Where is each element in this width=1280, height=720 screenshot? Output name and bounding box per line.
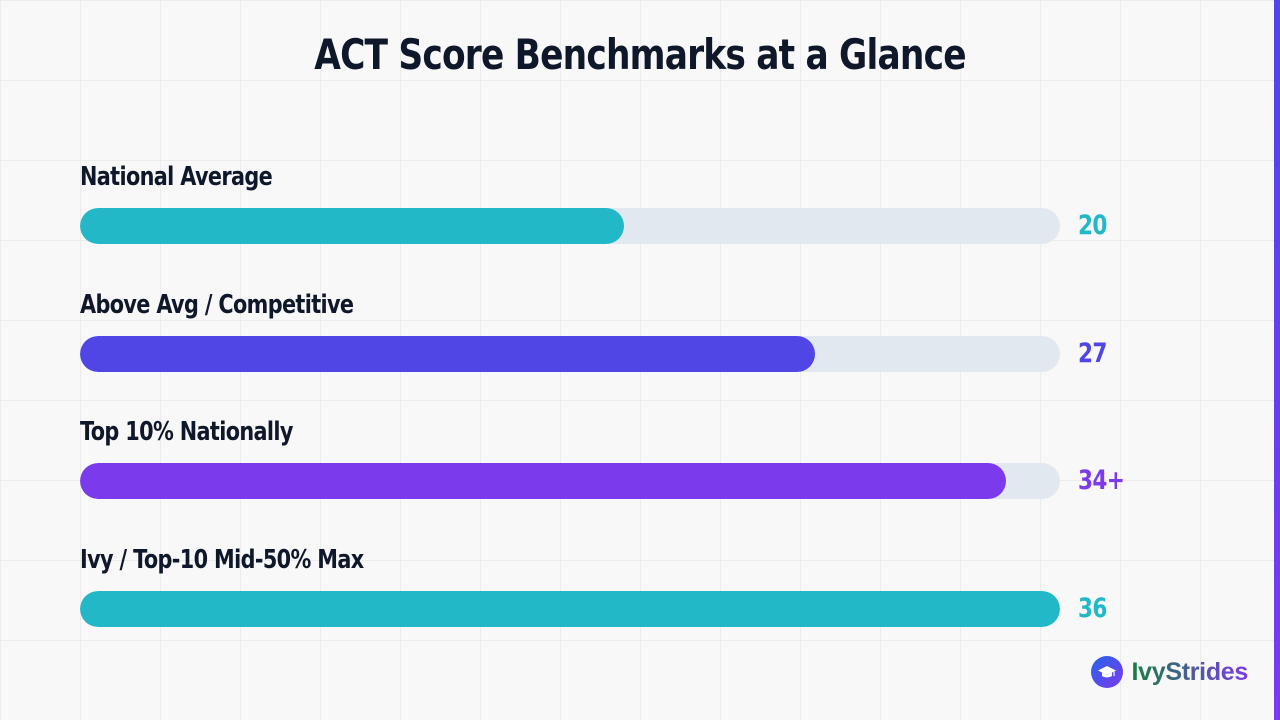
bar-row: National Average 20: [80, 162, 1180, 272]
bar-value-label: 36: [1078, 592, 1107, 624]
bar-row: Above Avg / Competitive 27: [80, 290, 1180, 400]
bar-row: Ivy / Top-10 Mid-50% Max 36: [80, 545, 1180, 655]
bar-value-label: 27: [1078, 337, 1107, 369]
bar-row: Top 10% Nationally 34+: [80, 417, 1180, 527]
bar: [80, 463, 1006, 499]
bar-value-label: 20: [1078, 210, 1107, 241]
bar: [80, 208, 625, 244]
chart-title: ACT Score Benchmarks at a Glance: [314, 30, 966, 79]
bar-track: [80, 208, 1060, 244]
bar-label: Top 10% Nationally: [80, 417, 293, 447]
bar: [80, 590, 1060, 627]
bar-track: [80, 335, 1060, 372]
bar-track: [80, 463, 1060, 499]
accent-strip: [1274, 0, 1280, 720]
bar: [80, 335, 815, 372]
bar-value-label: 34+: [1078, 465, 1125, 496]
bar-label: Ivy / Top-10 Mid-50% Max: [80, 544, 364, 575]
brand: IvyStrides: [1091, 656, 1248, 688]
bar-track: [80, 590, 1060, 627]
brand-name: IvyStrides: [1131, 657, 1248, 686]
bar-label: Above Avg / Competitive: [80, 289, 354, 320]
bar-label: National Average: [80, 162, 273, 192]
graduation-cap-icon: [1091, 656, 1124, 688]
